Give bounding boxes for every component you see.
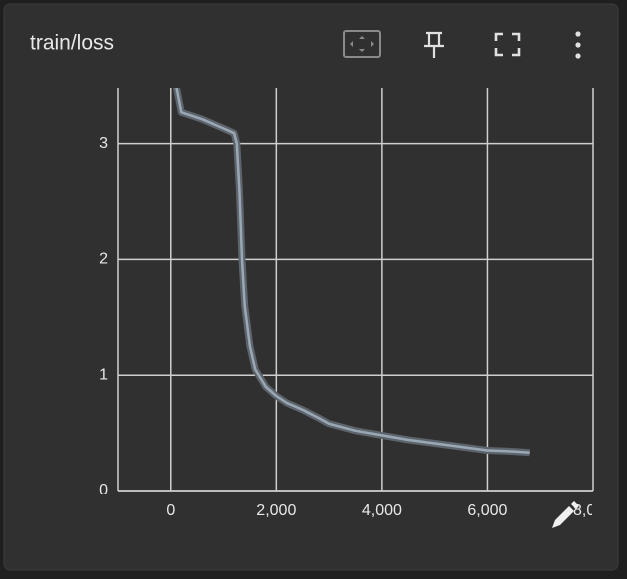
fit-domain-button[interactable] [343, 30, 381, 58]
y-tick-label: 0 [99, 482, 108, 499]
x-tick-label: 4,000 [362, 502, 402, 519]
y-tick-label: 1 [99, 366, 108, 383]
edit-button[interactable] [552, 501, 579, 528]
y-tick-label: 3 [99, 135, 108, 152]
x-tick-label: 0 [166, 502, 175, 519]
fullscreen-button[interactable] [494, 32, 521, 57]
y-tick-labels: 0 1 2 3 [99, 135, 108, 499]
more-menu-button[interactable] [575, 31, 581, 59]
y-tick-label: 2 [99, 251, 108, 268]
chart-title: train/loss [30, 32, 114, 55]
x-tick-label: 2,000 [256, 502, 296, 519]
loss-line [175, 88, 530, 455]
pin-button[interactable] [424, 31, 444, 58]
x-tick-label: 6,000 [467, 502, 507, 519]
card [3, 3, 619, 571]
